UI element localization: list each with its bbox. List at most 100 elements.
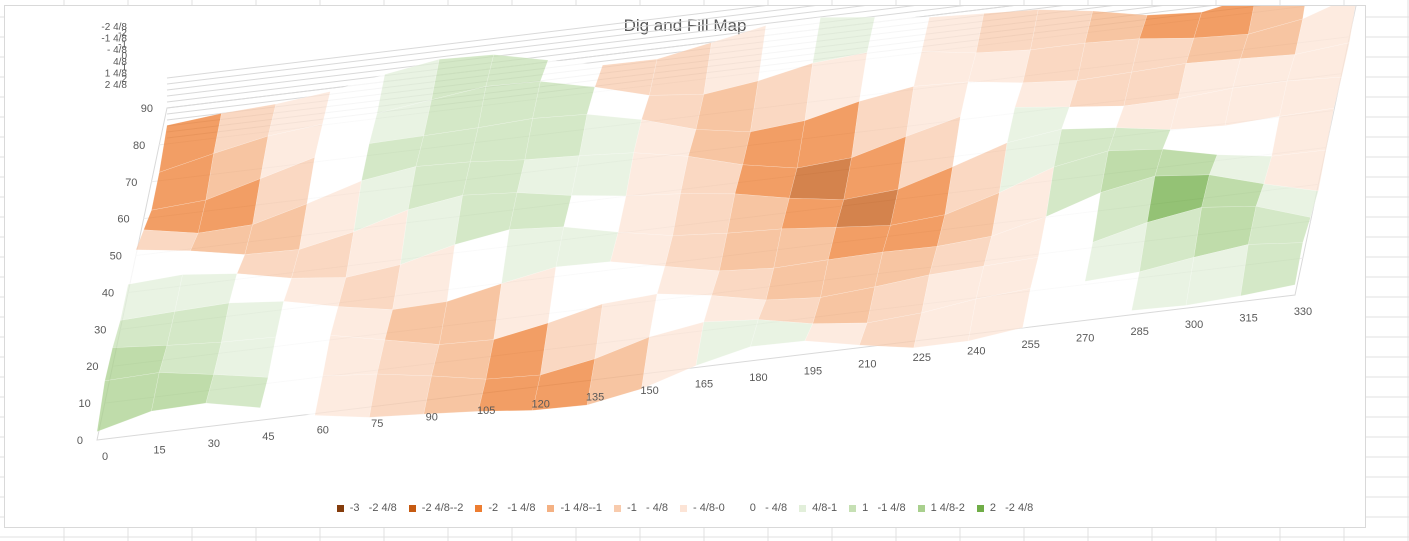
z-tick-label: 0 bbox=[121, 51, 127, 62]
legend-swatch bbox=[799, 504, 807, 512]
x-tick-label: 270 bbox=[1076, 332, 1094, 344]
x-tick-label: 105 bbox=[477, 405, 495, 417]
surface[interactable] bbox=[96, 6, 1365, 432]
legend-item[interactable]: -1 4/8--1 bbox=[547, 502, 602, 514]
z-tick-label: 4/8 bbox=[113, 57, 127, 68]
legend-item[interactable]: -2 4/8--2 bbox=[408, 502, 464, 515]
surface-cell bbox=[563, 195, 627, 233]
legend-swatch bbox=[614, 504, 622, 512]
surface-cell bbox=[711, 267, 775, 301]
legend-label: - 4/8-0 bbox=[693, 502, 725, 515]
surface-cell bbox=[431, 339, 495, 380]
legend-item[interactable]: -3 -2 4/8 bbox=[336, 502, 397, 515]
back-wall-gridline bbox=[166, 6, 866, 91]
surface-cell bbox=[524, 114, 588, 161]
legend-label: -2 -1 4/8 bbox=[488, 502, 536, 515]
legend-item[interactable]: -1 - 4/8 bbox=[614, 502, 668, 514]
legend-label: 0 - 4/8 bbox=[749, 502, 788, 515]
surface-cell bbox=[376, 339, 440, 377]
legend-item[interactable]: 1 -1 4/8 bbox=[849, 502, 906, 515]
surface-cell bbox=[1240, 242, 1304, 297]
surface-cell bbox=[314, 373, 378, 418]
legend-label: -1 4/8--1 bbox=[560, 502, 603, 515]
x-tick-label: 180 bbox=[749, 372, 767, 384]
x-tick-label: 15 bbox=[153, 444, 165, 456]
surface-cell bbox=[1193, 6, 1255, 39]
y-tick-label: 10 bbox=[79, 398, 91, 410]
surface-cell bbox=[462, 159, 526, 196]
surface-cell bbox=[1107, 127, 1171, 152]
surface-cell bbox=[866, 16, 930, 53]
x-tick-label: 315 bbox=[1239, 313, 1257, 325]
surface-cell bbox=[921, 13, 985, 54]
legend-item[interactable]: 0 - 4/8 bbox=[736, 502, 788, 515]
legend-swatch bbox=[336, 504, 344, 512]
legend-item[interactable]: 2 -2 4/8 bbox=[976, 502, 1033, 514]
surface-cell bbox=[330, 306, 393, 341]
legend-item[interactable]: 1 4/8-2 bbox=[917, 502, 965, 515]
y-tick-label: 20 bbox=[86, 361, 98, 373]
surface-cell bbox=[368, 373, 432, 418]
legend-swatch bbox=[475, 504, 483, 512]
surface-cell bbox=[625, 152, 689, 197]
surface-cell bbox=[508, 192, 572, 230]
legend-label: 4/8-1 bbox=[812, 502, 838, 515]
surface-cell bbox=[967, 49, 1031, 84]
legend-item[interactable]: 4/8-1 bbox=[799, 502, 837, 514]
y-tick-label: 60 bbox=[117, 214, 129, 226]
x-tick-label: 150 bbox=[640, 385, 658, 397]
chart-area[interactable]: Dig and Fill Map 0 15 30 45 60 75 90 105 120 135 1… bbox=[4, 5, 1366, 528]
surface-cell bbox=[1014, 80, 1078, 108]
surface-cell bbox=[275, 301, 339, 338]
x-tick-label: 0 bbox=[102, 451, 108, 463]
y-tick-label: 90 bbox=[141, 103, 153, 115]
legend-swatch bbox=[917, 504, 925, 512]
z-tick-label: -2 bbox=[118, 28, 127, 39]
surface-cell bbox=[1263, 149, 1327, 192]
surface-cell bbox=[1022, 281, 1086, 329]
surface-cell bbox=[672, 193, 736, 236]
legend-label: 1 4/8-2 bbox=[930, 502, 965, 515]
back-wall-gridline bbox=[166, 6, 1014, 109]
y-tick-label: 40 bbox=[102, 287, 114, 299]
surface-cell bbox=[750, 319, 814, 347]
legend-item[interactable]: -2 -1 4/8 bbox=[475, 502, 535, 514]
surface-cell bbox=[610, 231, 673, 267]
surface-cell bbox=[228, 273, 292, 304]
legend-swatch bbox=[408, 504, 416, 512]
surface-cell bbox=[703, 295, 767, 323]
legend-label: -3 -2 4/8 bbox=[349, 502, 397, 515]
z-tick-label: -1 bbox=[118, 39, 127, 50]
surface-plot[interactable]: 0153045607590105120135150165180195210225… bbox=[5, 6, 1367, 496]
surface-cell bbox=[1084, 10, 1148, 44]
z-tick-label: - 4/8 bbox=[107, 45, 127, 56]
legend-label: 1 -1 4/8 bbox=[862, 502, 906, 515]
z-axis: -2 4/8-2-1 4/8-1- 4/804/811 4/822 4/8 bbox=[101, 22, 127, 91]
surface-cell bbox=[1255, 183, 1319, 218]
x-tick-label: 45 bbox=[262, 431, 274, 443]
surface-cell bbox=[975, 9, 1039, 54]
x-tick-label: 60 bbox=[317, 425, 329, 437]
surface-cell bbox=[1139, 11, 1202, 39]
legend-item[interactable]: - 4/8-0 bbox=[680, 502, 725, 514]
x-tick-label: 135 bbox=[586, 392, 604, 404]
surface-cell bbox=[532, 81, 596, 119]
legend-label: -1 - 4/8 bbox=[627, 502, 668, 515]
surface-cell bbox=[656, 266, 720, 296]
legend[interactable]: -3 -2 4/8 -2 4/8--2 -2 -1 4/8 -1 4/8--1 -1 -… bbox=[5, 502, 1365, 514]
surface-cell bbox=[555, 226, 619, 268]
x-tick-label: 225 bbox=[913, 352, 931, 364]
chart-title[interactable]: Dig and Fill Map bbox=[623, 16, 747, 35]
back-wall-gridline bbox=[166, 6, 965, 103]
x-tick-label: 285 bbox=[1130, 326, 1148, 338]
surface-cell bbox=[781, 197, 845, 230]
surface-cell bbox=[151, 372, 215, 412]
x-axis: 0 15 30 45 60 75 90 105 120 135 150 165 180 195 210 225… bbox=[102, 306, 1312, 463]
surface-cell bbox=[804, 322, 868, 346]
surface-cell bbox=[726, 193, 790, 234]
surface-cell bbox=[649, 42, 712, 96]
back-wall-gridline bbox=[166, 6, 915, 97]
x-tick-label: 330 bbox=[1294, 306, 1312, 318]
legend-label: -2 4/8--2 bbox=[421, 502, 464, 515]
